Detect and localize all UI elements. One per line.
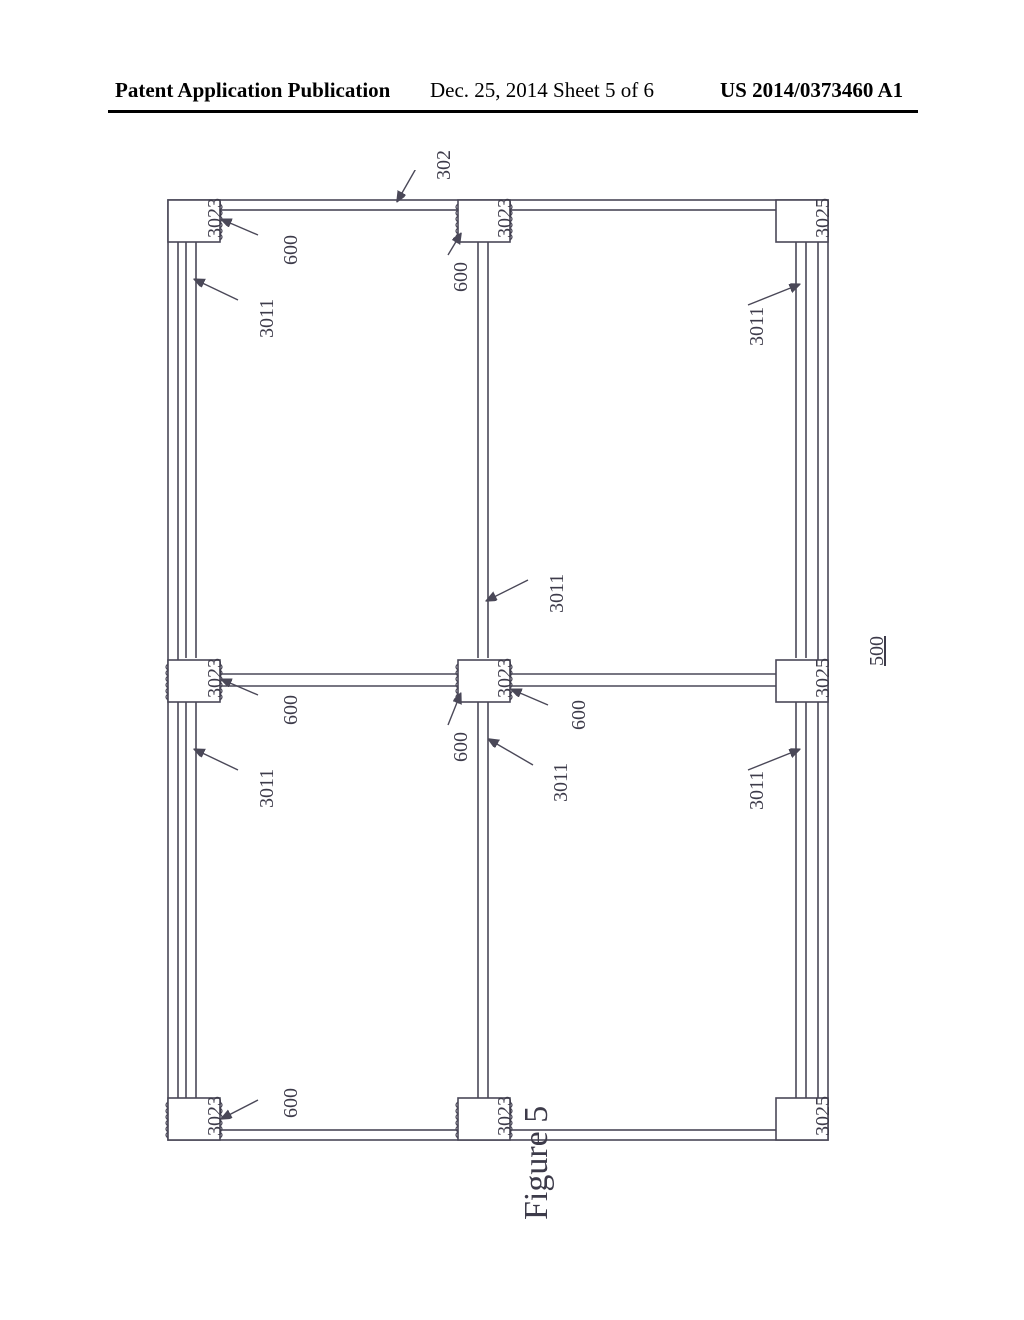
- beam-label: 3011: [546, 574, 569, 613]
- node-label: 3023: [204, 198, 227, 238]
- beam-label: 3011: [256, 299, 279, 338]
- header-left: Patent Application Publication: [115, 78, 390, 103]
- page-header: Patent Application Publication Dec. 25, …: [0, 78, 1024, 108]
- node-label: 3023: [494, 1096, 517, 1136]
- conn-label: 600: [450, 262, 473, 292]
- figure-area: 3025 3025 3025 3023 3023 3023 3023 3023 …: [108, 170, 918, 1230]
- node-label: 3025: [812, 1096, 835, 1136]
- ref-main-label: 500: [866, 636, 889, 666]
- page: Patent Application Publication Dec. 25, …: [0, 0, 1024, 1320]
- conn-label: 600: [568, 700, 591, 730]
- node-label: 3023: [204, 1096, 227, 1136]
- node-label: 3023: [204, 658, 227, 698]
- header-center: Dec. 25, 2014 Sheet 5 of 6: [430, 78, 654, 103]
- figure-caption: Figure 5: [518, 1106, 556, 1220]
- node-label: 3025: [812, 198, 835, 238]
- beam-label: 3011: [746, 771, 769, 810]
- ref-frame-label: 302: [433, 150, 456, 180]
- header-right: US 2014/0373460 A1: [720, 78, 903, 103]
- beam-label: 3011: [746, 307, 769, 346]
- conn-label: 600: [450, 732, 473, 762]
- conn-label: 600: [280, 695, 303, 725]
- patent-diagram: [108, 170, 918, 1230]
- node-label: 3023: [494, 198, 517, 238]
- beam-label: 3011: [256, 769, 279, 808]
- header-rule: [108, 110, 918, 113]
- beam-label: 3011: [550, 763, 573, 802]
- conn-label: 600: [280, 1088, 303, 1118]
- node-label: 3025: [812, 658, 835, 698]
- node-label: 3023: [494, 658, 517, 698]
- conn-label: 600: [280, 235, 303, 265]
